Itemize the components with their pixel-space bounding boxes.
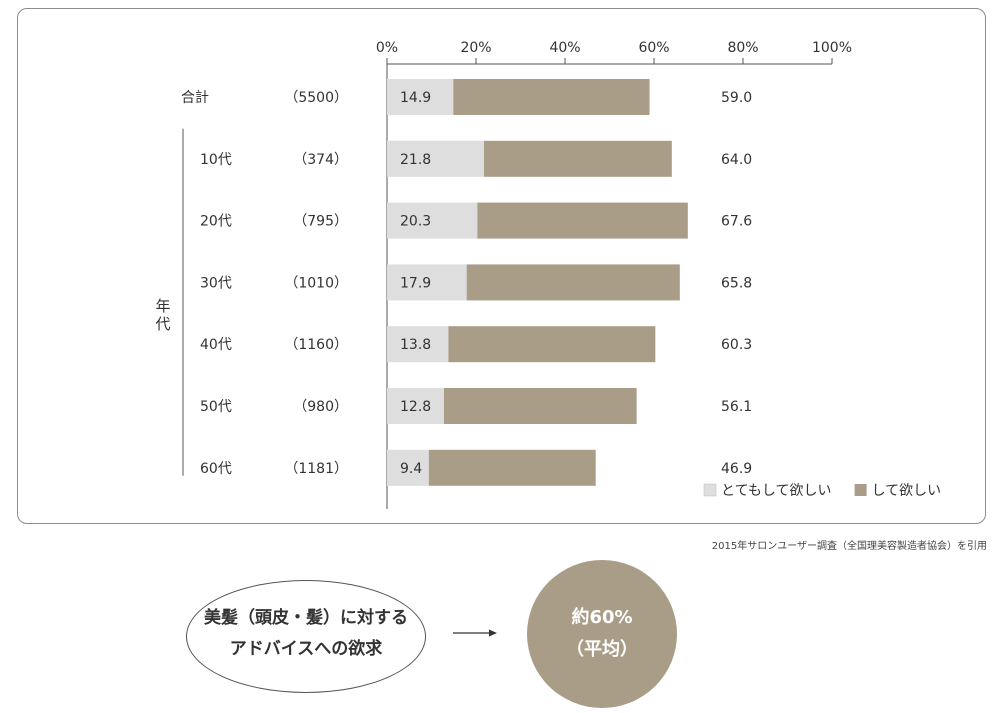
- desire-bubble-line2: アドバイスへの欲求: [229, 639, 383, 659]
- bar-segment-want: [484, 140, 672, 177]
- category-label: 合計: [181, 90, 209, 106]
- x-tick-label: 0%: [376, 40, 398, 56]
- total-value-label: 56.1: [721, 399, 752, 415]
- group-label-char: 年: [155, 297, 170, 315]
- group-label-char: 代: [155, 315, 170, 333]
- arrow-right-icon: [453, 629, 497, 637]
- bar-segment-want: [477, 202, 688, 239]
- x-tick-label: 60%: [638, 40, 669, 56]
- total-value-label: 67.6: [721, 214, 752, 230]
- bar-segment-very-much: [387, 326, 449, 363]
- data-label: 12.8: [400, 399, 431, 415]
- sample-size-label: （795）: [293, 214, 348, 230]
- sample-size-label: （5500）: [284, 90, 348, 106]
- bar-segment-very-much: [387, 264, 467, 301]
- category-label: 20代: [200, 214, 232, 230]
- bar-segment-very-much: [387, 79, 454, 115]
- bar-segment-very-much: [387, 449, 429, 486]
- sample-size-label: （1160）: [284, 337, 348, 353]
- bar-segment-very-much: [387, 388, 444, 424]
- category-label: 60代: [200, 461, 232, 477]
- data-label: 14.9: [400, 90, 431, 106]
- total-value-label: 46.9: [721, 461, 752, 477]
- total-value-label: 59.0: [721, 90, 752, 106]
- sample-size-label: （980）: [293, 399, 348, 415]
- legend-swatch: [703, 483, 717, 497]
- stacked-bar-chart: 0% 20% 40% 60% 80% 100% 年代 合計 （5500） 14.9 59.0 10代 （…: [155, 40, 942, 509]
- result-circle: 約60% （平均）: [527, 560, 677, 708]
- sample-size-label: （1181）: [284, 461, 348, 477]
- desire-bubble: 美髪（頭皮・髪）に対する アドバイスへの欲求: [186, 580, 426, 693]
- x-tick-label: 20%: [460, 40, 491, 56]
- category-label: 40代: [200, 337, 232, 353]
- chart-panel: 0% 20% 40% 60% 80% 100% 年代 合計 （5500） 14.9 59.0 10代 （…: [17, 8, 986, 524]
- x-tick-label: 40%: [549, 40, 580, 56]
- legend-swatch: [854, 484, 867, 496]
- bar-segment-very-much: [387, 202, 478, 239]
- x-tick-label: 100%: [812, 40, 852, 56]
- total-value-label: 60.3: [721, 337, 752, 353]
- data-label: 21.8: [400, 152, 431, 168]
- bar-segment-want: [428, 449, 596, 486]
- bar-segment-want: [453, 79, 650, 115]
- desire-bubble-line1: 美髪（頭皮・髪）に対する: [204, 608, 408, 628]
- x-tick-label: 80%: [727, 40, 758, 56]
- result-percentage: 約60%: [571, 607, 633, 628]
- data-label: 20.3: [400, 214, 431, 230]
- data-label: 13.8: [400, 337, 431, 353]
- sample-size-label: （1010）: [284, 275, 348, 291]
- bar-segment-very-much: [387, 140, 485, 177]
- total-value-label: 64.0: [721, 152, 752, 168]
- result-average-label: （平均）: [566, 639, 638, 660]
- total-value-label: 65.8: [721, 275, 752, 291]
- category-label: 30代: [200, 275, 232, 291]
- bar-segment-want: [448, 326, 656, 363]
- legend-label: して欲しい: [872, 483, 942, 499]
- legend-label: とてもして欲しい: [721, 483, 831, 499]
- data-label: 17.9: [400, 275, 431, 291]
- data-label: 9.4: [400, 461, 422, 477]
- category-label: 50代: [200, 399, 232, 415]
- bar-segment-want: [466, 264, 680, 301]
- category-label: 10代: [200, 152, 232, 168]
- source-note: 2015年サロンユーザー調査（全国理美容製造者協会）を引用: [711, 541, 987, 552]
- sample-size-label: （374）: [293, 152, 348, 168]
- bar-segment-want: [443, 388, 637, 424]
